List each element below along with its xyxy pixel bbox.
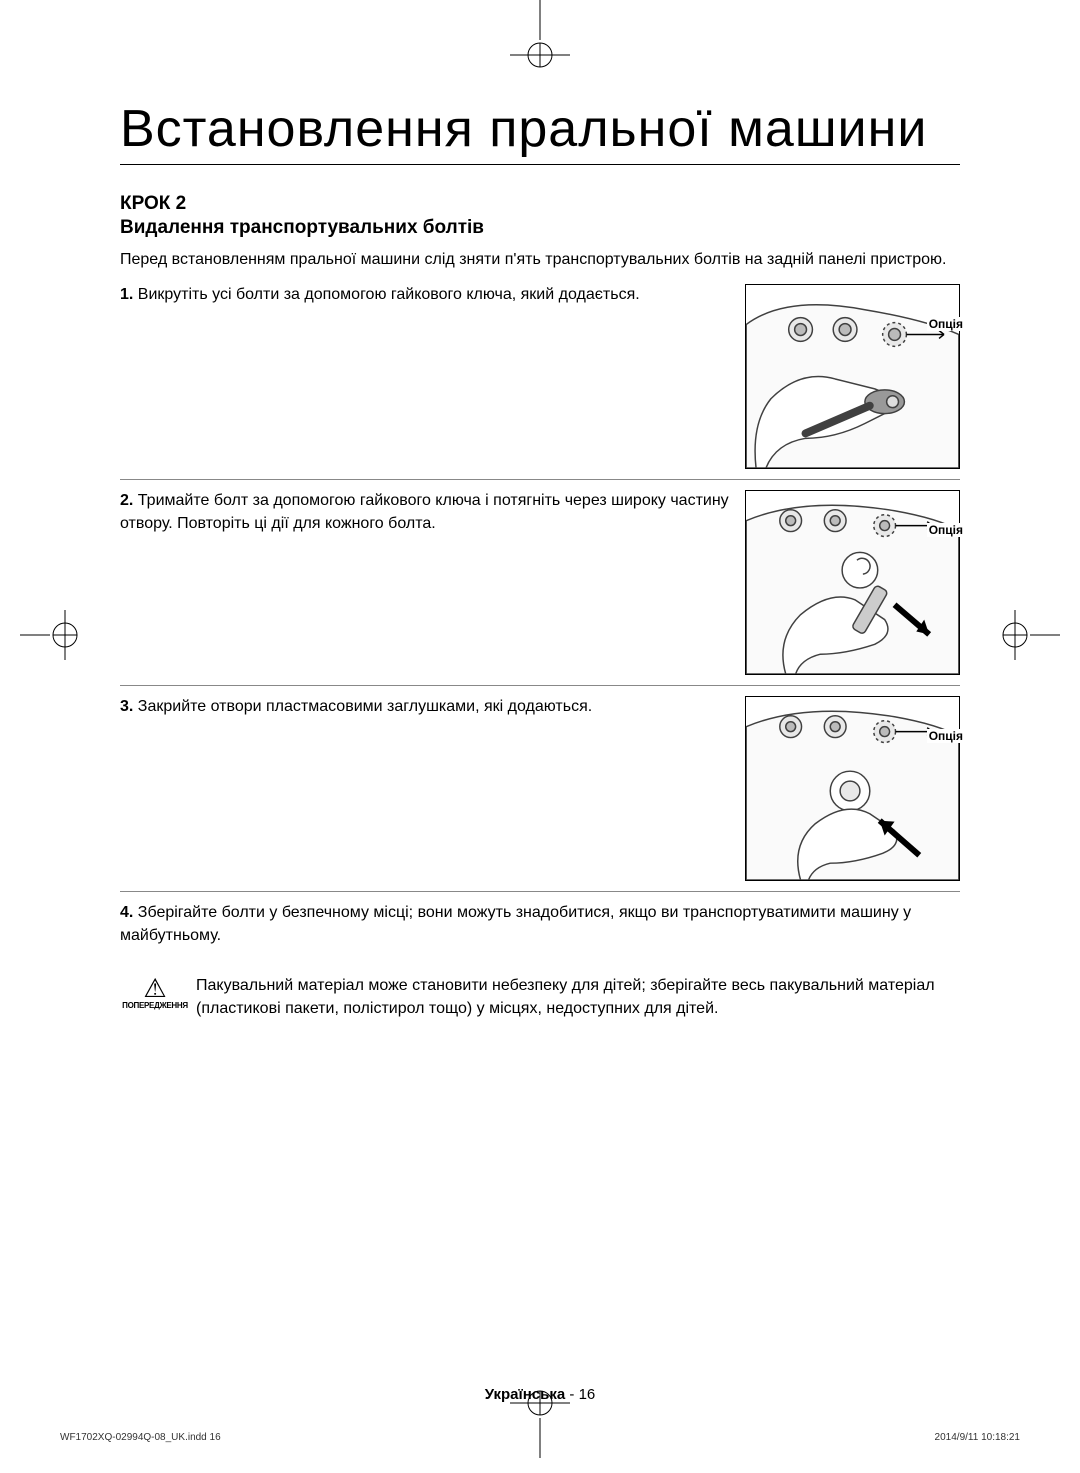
step-subtitle: Видалення транспортувальних болтів	[120, 217, 960, 239]
footer-file: WF1702XQ-02994Q-08_UK.indd 16	[60, 1432, 221, 1443]
footer-date: 2014/9/11 10:18:21	[935, 1432, 1020, 1443]
option-label: Опція	[927, 729, 965, 743]
step-num: 2.	[120, 492, 133, 509]
crop-mark-right-icon	[990, 600, 1060, 670]
instruction-row: 2. Тримайте болт за допомогою гайкового …	[120, 490, 960, 686]
step-num: 3.	[120, 698, 133, 715]
instruction-row: 4. Зберігайте болти у безпечному місці; …	[120, 902, 960, 957]
step-text: Викрутіть усі болти за допомогою гайково…	[138, 286, 640, 303]
step-num: 1.	[120, 286, 133, 303]
option-label: Опція	[927, 317, 965, 331]
step-text: Тримайте болт за допомогою гайкового клю…	[120, 492, 729, 531]
warning-block: ⚠ ПОПЕРЕДЖЕННЯ Пакувальний матеріал може…	[120, 975, 960, 1020]
warning-text: Пакувальний матеріал може становити небе…	[196, 975, 960, 1020]
warning-icon: ⚠ ПОПЕРЕДЖЕННЯ	[120, 975, 190, 1010]
footer-page-number: Українська - 16	[0, 1386, 1080, 1403]
diagram-3: Опція	[745, 696, 960, 881]
option-label: Опція	[927, 523, 965, 537]
diagram-2: Опція	[745, 490, 960, 675]
page-title: Встановлення пральної машини	[120, 100, 960, 165]
step-num: 4.	[120, 904, 133, 921]
diagram-1: Опція	[745, 284, 960, 469]
step-number-heading: КРОК 2	[120, 193, 960, 215]
intro-paragraph: Перед встановленням пральної машини слід…	[120, 249, 960, 271]
crop-mark-left-icon	[20, 600, 90, 670]
crop-mark-top-icon	[500, 0, 580, 70]
instruction-row: 3. Закрийте отвори пластмасовими заглушк…	[120, 696, 960, 892]
step-text: Закрийте отвори пластмасовими заглушками…	[138, 698, 592, 715]
instruction-row: 1. Викрутіть усі болти за допомогою гайк…	[120, 284, 960, 480]
step-text: Зберігайте болти у безпечному місці; вон…	[120, 904, 911, 943]
